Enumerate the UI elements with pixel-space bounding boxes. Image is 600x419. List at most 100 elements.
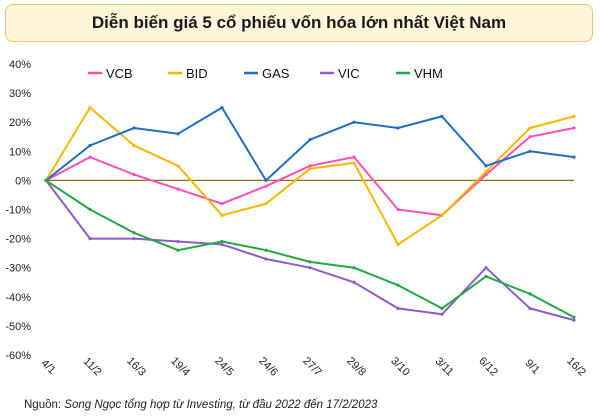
x-tick-label: 3/11 xyxy=(433,355,456,378)
x-tick-label: 16/2 xyxy=(564,355,588,379)
y-tick-label: -40% xyxy=(5,292,31,304)
y-axis: 40% 30% 20% 10% 0% -10% -20% -30% -40% -50% -60% xyxy=(5,59,574,362)
data-point xyxy=(88,155,92,159)
data-point xyxy=(484,266,488,270)
data-point xyxy=(264,178,268,182)
data-point xyxy=(176,164,180,168)
data-point xyxy=(484,274,488,279)
data-point xyxy=(528,306,532,311)
series-line xyxy=(45,106,575,246)
x-axis: 4/1 11/2 16/3 19/4 24/5 24/6 27/7 29/8 3/10 3/11 6… xyxy=(38,355,587,379)
data-point xyxy=(264,202,268,206)
source-note: Nguồn: Song Ngọc tổng hợp từ Investing, … xyxy=(24,399,377,411)
data-point xyxy=(264,257,268,261)
data-point xyxy=(176,187,180,191)
legend-label: BID xyxy=(186,66,208,81)
data-point xyxy=(308,167,312,171)
y-tick-label: 30% xyxy=(9,88,31,100)
data-point xyxy=(396,306,400,311)
data-point xyxy=(528,135,532,139)
y-tick-label: -10% xyxy=(5,205,31,217)
data-point xyxy=(484,164,488,168)
y-tick-label: -20% xyxy=(5,234,31,246)
data-point xyxy=(352,280,356,284)
x-tick-label: 3/10 xyxy=(388,355,412,379)
data-point xyxy=(572,155,576,159)
data-point xyxy=(528,126,532,130)
data-point xyxy=(440,312,444,316)
data-point xyxy=(396,207,400,212)
data-point xyxy=(132,126,136,130)
data-point xyxy=(264,248,268,252)
x-tick-label: 11/2 xyxy=(81,355,104,378)
legend-label: VIC xyxy=(338,66,360,81)
y-tick-label: -60% xyxy=(5,350,31,362)
y-tick-label: 20% xyxy=(9,117,31,129)
data-point xyxy=(88,237,92,241)
data-point xyxy=(176,239,180,244)
y-tick-label: -50% xyxy=(5,321,31,333)
series-vcb xyxy=(44,126,576,217)
x-tick-label: 27/7 xyxy=(300,355,324,379)
source-text: Song Ngọc tổng hợp từ Investing, từ đầu … xyxy=(64,399,378,411)
legend: VCB BID GAS VIC VHM xyxy=(88,66,443,81)
chart-title: Diễn biến giá 5 cổ phiếu vốn hóa lớn nhấ… xyxy=(91,13,507,32)
legend-label: GAS xyxy=(262,66,290,81)
data-point xyxy=(176,248,180,252)
series-vhm xyxy=(44,178,576,319)
line-chart: 40% 30% 20% 10% 0% -10% -20% -30% -40% -50% -60% 4… xyxy=(5,59,588,379)
data-point xyxy=(440,114,444,118)
data-point xyxy=(220,106,224,110)
y-tick-label: -30% xyxy=(5,263,31,275)
data-point xyxy=(572,126,576,130)
series-lines xyxy=(44,106,576,322)
series-line xyxy=(45,179,575,322)
data-point xyxy=(220,213,224,217)
data-point xyxy=(440,306,444,311)
data-point xyxy=(396,283,400,287)
data-point xyxy=(396,126,400,130)
data-point xyxy=(352,161,356,165)
data-point xyxy=(396,242,400,247)
x-tick-label: 24/5 xyxy=(212,355,236,379)
data-point xyxy=(572,318,576,322)
data-point xyxy=(264,184,268,188)
data-point xyxy=(308,138,312,142)
data-point xyxy=(308,164,312,168)
x-tick-label: 16/3 xyxy=(124,355,148,379)
x-tick-label: 9/1 xyxy=(522,357,541,376)
data-point xyxy=(572,315,576,319)
data-point xyxy=(352,120,356,124)
y-tick-label: 10% xyxy=(9,146,31,158)
data-point xyxy=(44,178,48,182)
data-point xyxy=(528,292,532,296)
data-point xyxy=(528,149,532,153)
data-point xyxy=(572,114,576,118)
data-point xyxy=(132,172,136,177)
data-point xyxy=(352,266,356,270)
series-line xyxy=(45,179,575,319)
data-point xyxy=(88,106,92,110)
data-point xyxy=(440,213,444,217)
x-tick-label: 24/6 xyxy=(256,355,280,379)
x-tick-label: 29/8 xyxy=(344,355,368,379)
source-prefix: Nguồn: xyxy=(24,399,62,411)
data-point xyxy=(132,237,136,241)
series-vic xyxy=(44,178,576,322)
data-point xyxy=(308,260,312,264)
y-tick-label: 0% xyxy=(15,175,31,187)
data-point xyxy=(484,170,488,174)
series-bid xyxy=(44,106,576,247)
data-point xyxy=(88,143,92,148)
data-point xyxy=(88,207,92,212)
y-tick-label: 40% xyxy=(9,59,31,71)
data-point xyxy=(132,143,136,148)
title-box: Diễn biến giá 5 cổ phiếu vốn hóa lớn nhấ… xyxy=(5,4,593,42)
legend-label: VHM xyxy=(414,66,443,81)
legend-label: VCB xyxy=(106,66,133,81)
data-point xyxy=(308,266,312,270)
x-tick-label: 6/12 xyxy=(476,355,500,379)
data-point xyxy=(352,155,356,159)
data-point xyxy=(176,132,180,136)
x-tick-label: 19/4 xyxy=(168,355,192,379)
